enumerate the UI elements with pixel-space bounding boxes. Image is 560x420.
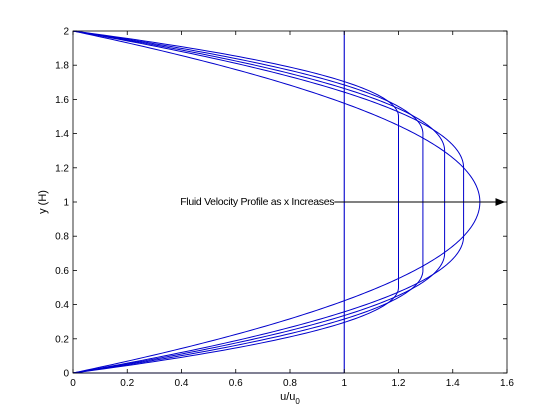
annotation-text: Fluid Velocity Profile as x Increases (180, 196, 334, 208)
y-tick-label: 1.4 (55, 129, 69, 140)
y-ticks: 0 0.2 0.4 0.6 0.8 1 1.2 1.4 1.6 1.8 2 (55, 27, 507, 380)
y-tick-label: 0.6 (55, 266, 69, 277)
y-tick-label: 1.6 (55, 95, 69, 106)
y-tick-label: 0.4 (55, 300, 69, 311)
x-ticks: 0 0.2 0.4 0.6 0.8 1 1.2 1.4 1.6 (70, 31, 514, 389)
annotation-layer: Fluid Velocity Profile as x Increases (180, 196, 506, 208)
x-tick-label: 1.4 (446, 378, 460, 389)
y-tick-label: 2 (63, 27, 69, 38)
x-tick-label: 0.6 (229, 378, 243, 389)
y-tick-label: 1.8 (55, 61, 69, 72)
y-tick-label: 0 (63, 369, 69, 380)
x-tick-label: 0.8 (283, 378, 297, 389)
x-tick-label: 1 (341, 378, 347, 389)
x-tick-label: 1.2 (392, 378, 406, 389)
x-tick-label: 0.2 (120, 378, 134, 389)
y-tick-label: 1 (63, 198, 69, 209)
y-tick-label: 0.2 (55, 334, 69, 345)
x-axis-label: u/u0 (280, 391, 300, 406)
x-tick-label: 0 (70, 378, 76, 389)
x-axis-label-sub: 0 (295, 397, 300, 406)
y-tick-label: 1.2 (55, 163, 69, 174)
x-tick-label: 1.6 (500, 378, 514, 389)
x-tick-label: 0.4 (175, 378, 189, 389)
y-tick-label: 0.8 (55, 232, 69, 243)
x-axis-label-main: u/u (280, 391, 295, 403)
y-axis-label: y (H) (37, 190, 49, 214)
